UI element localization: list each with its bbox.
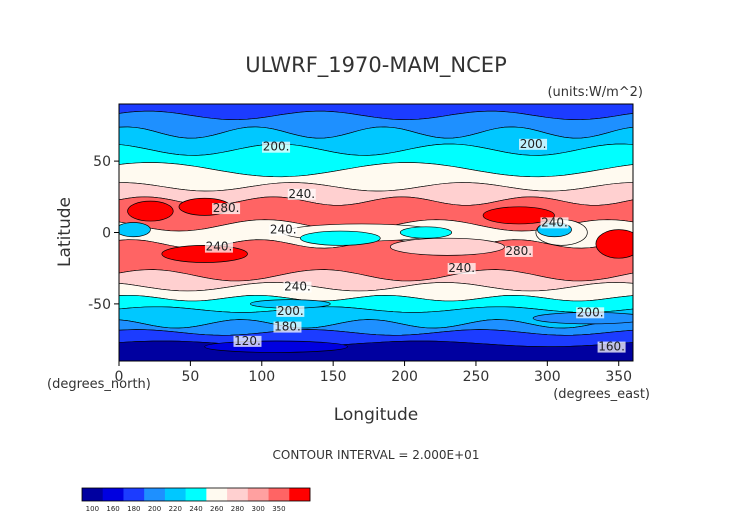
cold-spot	[119, 222, 151, 238]
colorbar-swatch	[164, 488, 186, 501]
contour-label-text: 180.	[274, 320, 301, 334]
contour-label-text: 120.	[234, 334, 261, 348]
contour-label: 200.	[276, 304, 305, 318]
colorbar-swatch	[185, 488, 207, 501]
contour-label-bg	[287, 188, 316, 200]
colorbar-frame	[81, 487, 311, 502]
hot-spot	[127, 200, 174, 222]
contour-label-bg	[276, 305, 305, 317]
contour-label-bg	[504, 245, 533, 257]
hot-spot	[595, 229, 633, 259]
plot-area	[119, 104, 633, 361]
contour-label-text: 200.	[263, 140, 290, 154]
contour-interval: CONTOUR INTERVAL = 2.000E+01	[273, 448, 480, 462]
polar-patch	[204, 340, 348, 353]
y-tick-label: 50	[93, 154, 111, 170]
x-tick-label: 350	[605, 369, 632, 385]
contour-label: 280.	[212, 201, 241, 215]
colorbar-swatch	[102, 488, 124, 501]
colorbar-swatch	[82, 488, 104, 501]
contour-label-text: 240.	[206, 240, 233, 254]
x-tick-label: 300	[534, 369, 561, 385]
units-note: (units:W/m^2)	[547, 85, 643, 100]
contour-label-text: 240.	[448, 261, 475, 275]
contour-label-text: 240.	[288, 187, 315, 201]
x-tick-label: 50	[181, 369, 199, 385]
contour-label-bg	[519, 138, 548, 150]
contour-label-text: 280.	[505, 244, 532, 258]
contour-label: 240.	[269, 223, 298, 237]
contour-label: 240.	[540, 215, 569, 229]
colorbar-swatch	[144, 488, 166, 501]
x-unit-note: (degrees_east)	[553, 387, 650, 402]
contour-label: 280.	[504, 244, 533, 258]
colorbar-tick-label: 260	[210, 505, 223, 513]
contour-label-text: 280.	[213, 201, 240, 215]
contour-label-bg	[273, 321, 302, 333]
x-tick-label: 200	[391, 369, 418, 385]
y-tick-label: -50	[88, 297, 111, 313]
colorbar-tick-label: 350	[272, 505, 285, 513]
contour-label-bg	[262, 141, 291, 153]
y-unit-note: (degrees_north)	[47, 377, 151, 392]
colorbar-tick-label: 160	[106, 505, 119, 513]
x-tick-label: 250	[463, 369, 490, 385]
colorbar-swatch	[268, 488, 290, 501]
contour-label: 160.	[597, 340, 626, 354]
y-tick-label: 0	[102, 226, 111, 242]
x-tick-label: 0	[115, 369, 124, 385]
contour-label: 180.	[273, 320, 302, 334]
x-tick-label: 100	[248, 369, 275, 385]
contour-label: 200.	[576, 305, 605, 319]
colorbar-tick-label: 100	[86, 505, 99, 513]
colorbar-tick-label: 200	[148, 505, 161, 513]
contour-label-text: 240.	[270, 223, 297, 237]
colorbar-tick-label: 300	[251, 505, 264, 513]
contour-label: 240.	[283, 280, 312, 294]
contour-label: 200.	[519, 137, 548, 151]
contour-label: 240.	[287, 187, 316, 201]
x-tick-label: 150	[320, 369, 347, 385]
contour-label: 240.	[204, 240, 233, 254]
colorbar-swatch	[247, 488, 269, 501]
colorbar	[81, 487, 311, 502]
y-axis-label: Latitude	[55, 197, 75, 267]
contour-label: 240.	[447, 261, 476, 275]
contour-label-bg	[283, 281, 312, 293]
colorbar-swatch	[227, 488, 249, 501]
colorbar-swatch	[123, 488, 145, 501]
contour-label-text: 240.	[541, 215, 568, 229]
contour-label-bg	[212, 203, 241, 215]
contour-label-bg	[540, 217, 569, 229]
contour-label-text: 200.	[277, 304, 304, 318]
contour-label-bg	[597, 341, 626, 353]
contour-label-text: 240.	[284, 280, 311, 294]
contour-label-text: 160.	[598, 340, 625, 354]
x-axis-label: Longitude	[334, 405, 419, 425]
contour-label-text: 200.	[577, 305, 604, 319]
contour-label: 120.	[233, 334, 262, 348]
contour-label-text: 200.	[520, 137, 547, 151]
colorbar-tick-label: 240	[189, 505, 202, 513]
contour-label-bg	[447, 263, 476, 275]
colorbar-swatch	[289, 488, 311, 501]
colorbar-tick-label: 280	[231, 505, 244, 513]
colorbar-tick-label: 220	[169, 505, 182, 513]
contour-label-bg	[269, 224, 298, 236]
colorbar-swatch	[206, 488, 228, 501]
contour-label-bg	[204, 241, 233, 253]
hot-spot	[482, 206, 555, 225]
contour-label-bg	[576, 307, 605, 319]
cold-spot	[299, 230, 381, 246]
cold-spot	[399, 226, 453, 239]
contour-label-bg	[233, 335, 262, 347]
warm-patch	[389, 237, 505, 256]
chart-title: ULWRF_1970-MAM_NCEP	[245, 53, 507, 78]
contour-label: 200.	[262, 140, 291, 154]
colorbar-tick-label: 180	[127, 505, 140, 513]
